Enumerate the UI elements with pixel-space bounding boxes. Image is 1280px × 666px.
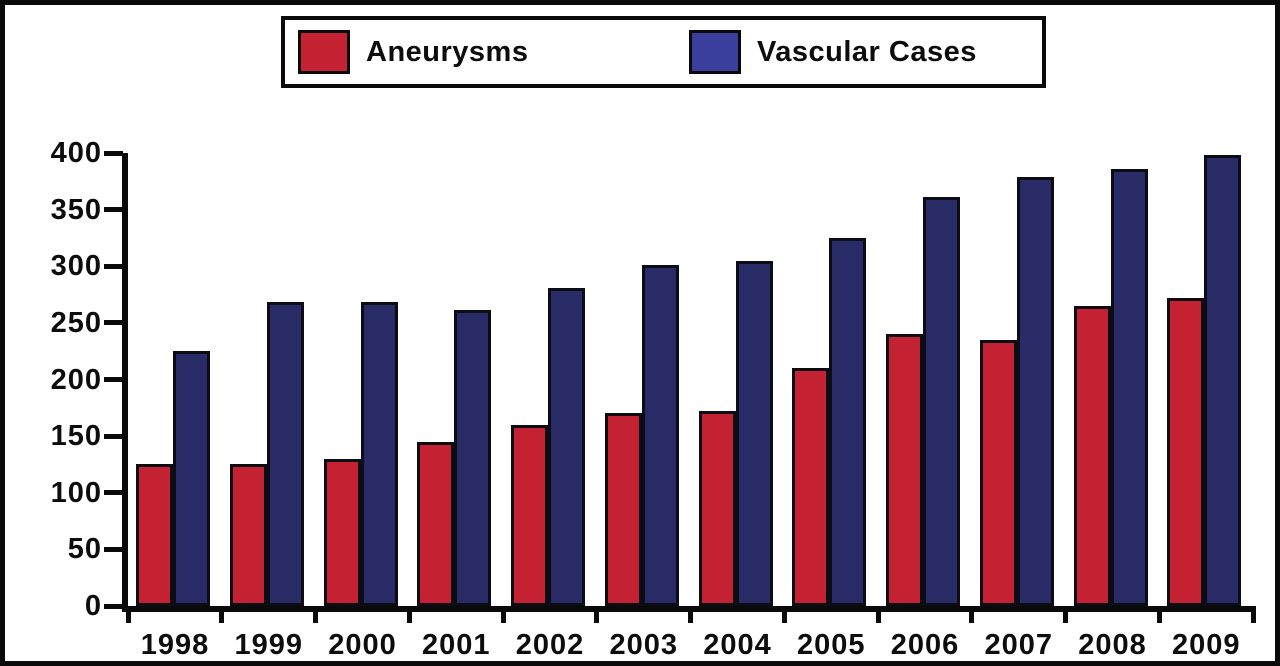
y-tick: [104, 377, 123, 382]
legend-swatch-aneurysms: [298, 30, 350, 74]
y-tick: [104, 150, 123, 156]
x-tick-label: 2005: [796, 629, 866, 661]
x-tick: [1156, 606, 1162, 623]
x-tick-label: 2004: [703, 629, 772, 661]
y-tick-label: 400: [50, 137, 102, 169]
bar-vascular-cases-2008: [1110, 169, 1148, 606]
y-tick-label: 0: [84, 590, 102, 622]
y-tick: [104, 490, 123, 496]
bar-aneurysms-2000: [323, 459, 361, 606]
bar-vascular-cases-1999: [266, 302, 304, 606]
bar-aneurysms-2008: [1073, 306, 1111, 606]
x-tick-label: 2003: [609, 629, 678, 661]
bar-aneurysms-2006: [886, 334, 923, 606]
bar-aneurysms-2002: [511, 425, 548, 606]
bar-vascular-cases-2005: [829, 238, 867, 606]
x-tick-label: 1998: [140, 629, 210, 661]
y-tick-label: 150: [50, 420, 102, 453]
x-tick: [313, 606, 318, 623]
bar-aneurysms-2009: [1167, 298, 1205, 606]
x-tick: [1063, 606, 1068, 623]
x-tick: [1250, 606, 1256, 623]
legend-label-vascular-cases: Vascular Cases: [757, 35, 977, 68]
y-tick-label: 200: [50, 363, 102, 396]
x-tick: [406, 606, 412, 623]
bar-aneurysms-2007: [979, 340, 1017, 606]
y-tick-label: 350: [50, 193, 102, 226]
x-tick: [594, 606, 600, 623]
legend-item-vascular-cases: Vascular Cases: [689, 30, 977, 74]
bar-aneurysms-1998: [136, 464, 173, 606]
x-tick: [219, 606, 225, 623]
bar-vascular-cases-2003: [641, 265, 679, 606]
x-tick: [875, 606, 881, 623]
x-tick-label: 2009: [1171, 629, 1241, 661]
bar-aneurysms-2005: [792, 368, 830, 606]
bar-vascular-cases-2007: [1016, 177, 1054, 606]
bar-aneurysms-2003: [604, 413, 642, 606]
bar-aneurysms-2001: [417, 442, 455, 606]
bar-vascular-cases-2006: [923, 197, 960, 606]
plot-area: 0 50 100 150 200 250 300 350 400 1998 1999 2000 2001…: [51, 137, 1256, 660]
bar-aneurysms-2004: [698, 411, 736, 606]
y-tick: [104, 263, 123, 269]
x-tick: [125, 606, 131, 623]
x-tick-label: 2001: [421, 629, 491, 661]
x-tick-label: 1999: [234, 629, 303, 661]
y-tick: [104, 603, 123, 609]
x-tick: [781, 606, 787, 623]
x-tick-label: 2002: [515, 629, 585, 661]
x-tick: [500, 606, 506, 623]
chart-legend: Aneurysms Vascular Cases: [281, 16, 1046, 88]
bar-vascular-cases-2001: [454, 310, 492, 606]
bar-vascular-cases-2002: [548, 288, 585, 606]
x-tick-label: 2006: [890, 629, 960, 661]
legend-item-aneurysms: Aneurysms: [298, 30, 528, 74]
y-tick-label: 300: [50, 250, 102, 283]
x-tick: [969, 606, 975, 623]
x-tick-label: 2000: [328, 629, 397, 661]
x-tick: [688, 606, 693, 623]
x-tick-label: 2007: [984, 629, 1053, 661]
bar-vascular-cases-2004: [735, 261, 773, 606]
bar-vascular-cases-1998: [173, 351, 210, 606]
legend-swatch-vascular-cases: [689, 30, 741, 74]
y-tick-label: 250: [50, 306, 102, 339]
bar-aneurysms-1999: [229, 464, 267, 606]
x-tick-label: 2008: [1078, 629, 1147, 661]
y-tick: [104, 433, 123, 439]
y-tick: [104, 320, 123, 326]
y-tick: [104, 546, 123, 552]
bar-vascular-cases-2000: [360, 302, 398, 606]
y-tick-label: 100: [50, 476, 102, 509]
y-tick: [104, 207, 123, 213]
bar-vascular-cases-2009: [1204, 155, 1242, 606]
y-tick-label: 50: [67, 533, 102, 566]
legend-label-aneurysms: Aneurysms: [366, 35, 529, 68]
